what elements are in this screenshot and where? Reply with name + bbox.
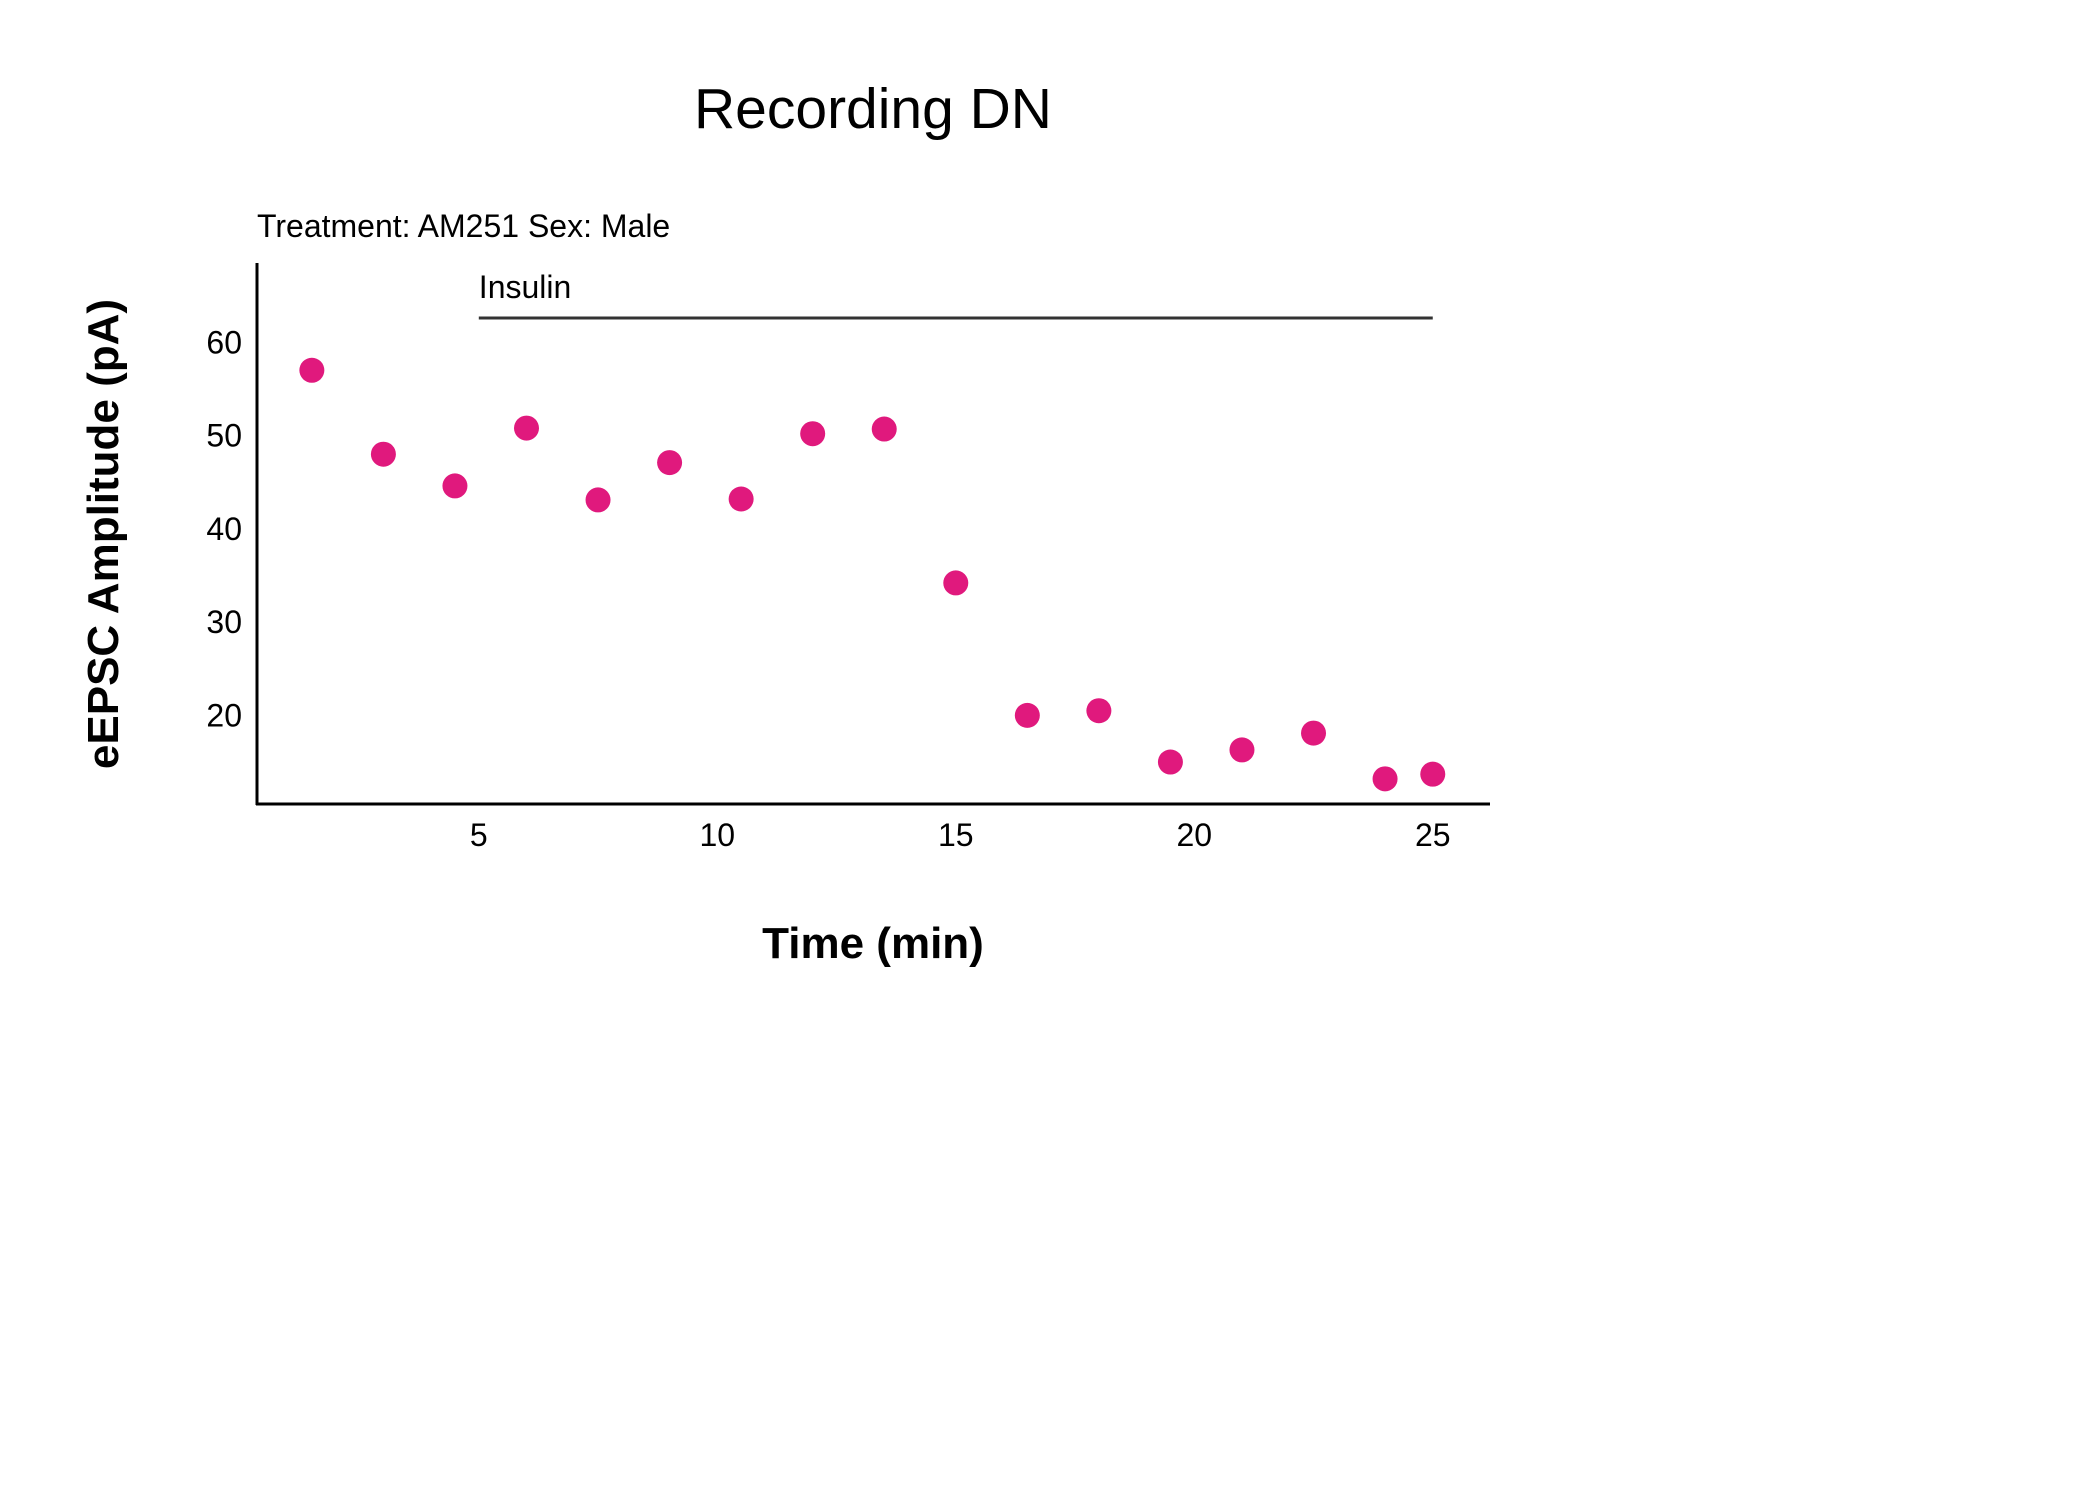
data-point xyxy=(585,487,611,513)
y-tick-label: 40 xyxy=(206,511,242,547)
data-points xyxy=(299,357,1446,792)
y-tick-label: 20 xyxy=(206,697,242,733)
data-point xyxy=(1420,761,1446,787)
scatter-chart: Recording DN Treatment: AM251 Sex: Male … xyxy=(79,77,1490,968)
data-point xyxy=(1014,702,1040,728)
y-axis-label: eEPSC Amplitude (pA) xyxy=(79,299,128,769)
data-point xyxy=(513,415,539,441)
x-tick-labels: 5 10 15 20 25 xyxy=(470,817,1451,853)
y-tick-labels: 20 30 40 50 60 xyxy=(206,324,242,733)
chart-subtitle: Treatment: AM251 Sex: Male xyxy=(257,208,670,244)
data-point xyxy=(1372,766,1398,792)
data-point xyxy=(1301,720,1327,746)
x-tick-label: 25 xyxy=(1415,817,1451,853)
data-point xyxy=(657,450,683,476)
y-tick-label: 50 xyxy=(206,418,242,454)
x-tick-label: 5 xyxy=(470,817,488,853)
data-point xyxy=(728,486,754,512)
data-point xyxy=(1157,749,1183,775)
data-point xyxy=(800,421,826,447)
x-tick-label: 15 xyxy=(938,817,974,853)
data-point xyxy=(871,416,897,442)
data-point xyxy=(1086,698,1112,724)
data-point xyxy=(370,441,396,467)
data-point xyxy=(943,570,969,596)
insulin-label: Insulin xyxy=(479,269,571,305)
y-tick-label: 30 xyxy=(206,604,242,640)
x-tick-label: 10 xyxy=(699,817,735,853)
data-point xyxy=(1229,737,1255,763)
chart-title: Recording DN xyxy=(694,77,1052,141)
y-tick-label: 60 xyxy=(206,324,242,360)
data-point xyxy=(442,473,468,499)
data-point xyxy=(299,357,325,383)
x-axis-label: Time (min) xyxy=(762,919,984,968)
x-tick-label: 20 xyxy=(1176,817,1212,853)
